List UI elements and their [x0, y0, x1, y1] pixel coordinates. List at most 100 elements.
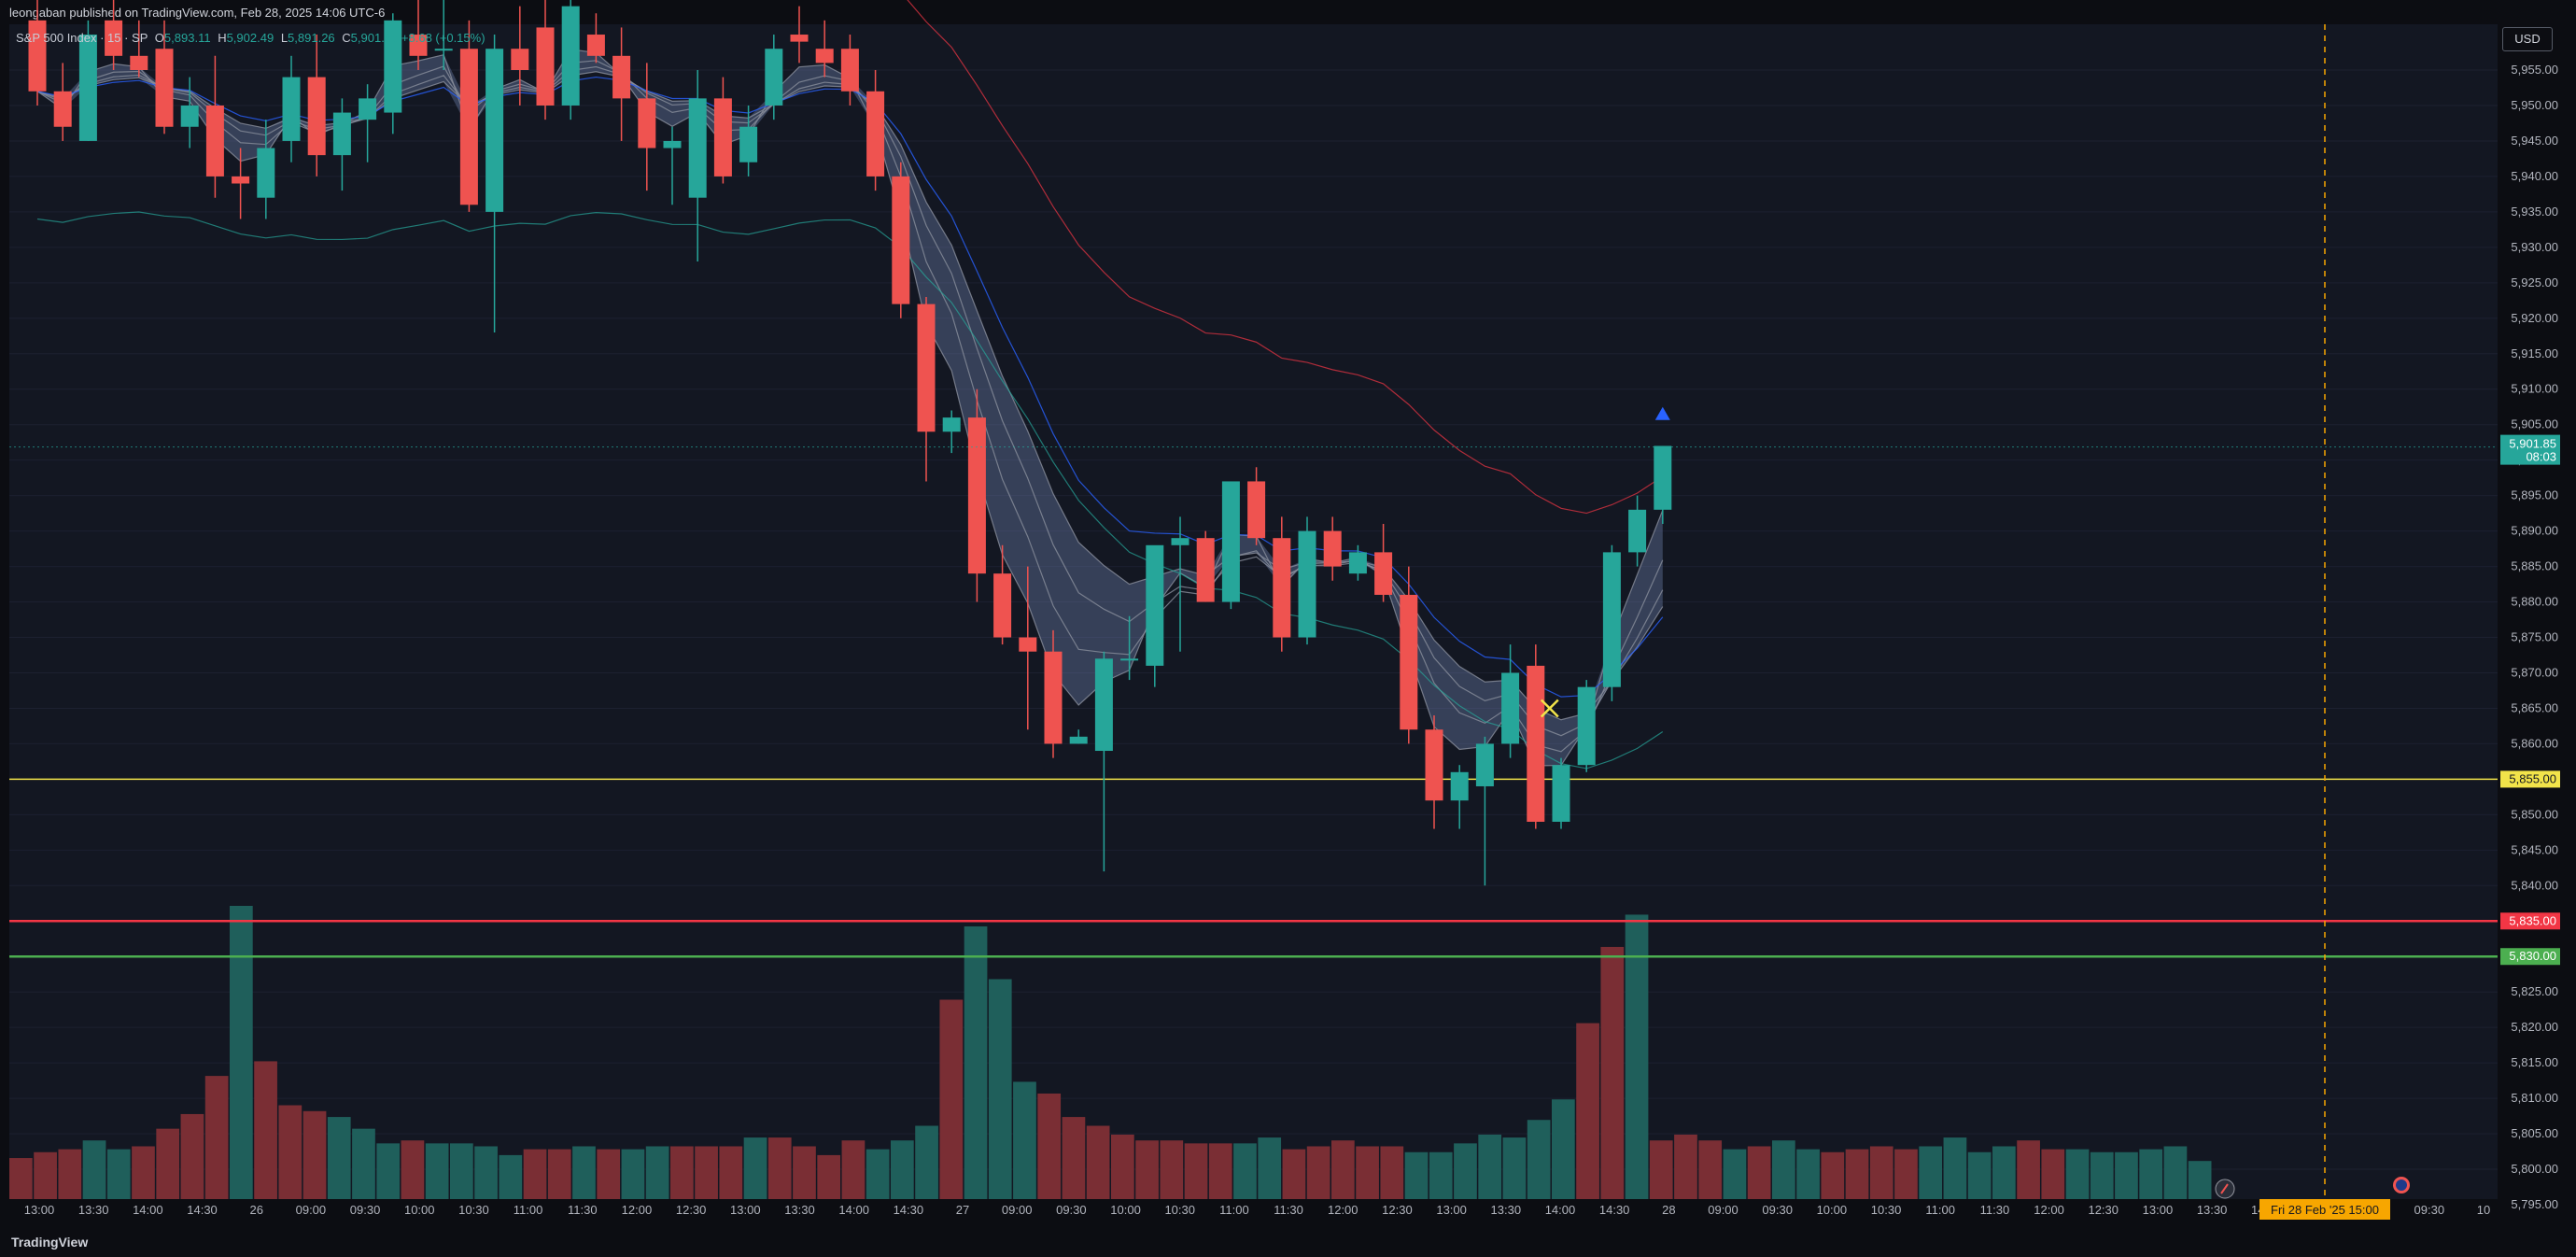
level-price-text: 5,835.00	[2509, 913, 2556, 927]
candle-body	[1196, 538, 1215, 602]
candle-body	[586, 35, 605, 56]
volume-bar	[1478, 1134, 1502, 1199]
volume-bar	[1306, 1146, 1330, 1199]
symbol-label[interactable]: S&P 500 Index · 15 · SP	[16, 31, 148, 45]
volume-bar	[2139, 1149, 2163, 1199]
volume-bar	[2090, 1151, 2114, 1199]
volume-bar	[2017, 1140, 2040, 1199]
buy-signal-icon	[1654, 406, 1670, 420]
candle-body	[536, 27, 555, 106]
price-tick-label: 5,795.00	[2511, 1197, 2558, 1211]
time-tick-label: 13:00	[2143, 1203, 2174, 1217]
candle-body	[1273, 538, 1291, 638]
candle-body	[765, 49, 783, 106]
volume-bar	[1037, 1093, 1062, 1199]
chart-background	[9, 24, 2498, 1219]
candle-body	[1400, 594, 1418, 730]
candle-body	[486, 49, 504, 212]
candles	[28, 0, 1672, 886]
time-axis[interactable]: 13:00 13:30 14:00 14:30 26 09:00 09:30 10:00 10:…	[9, 1199, 2498, 1220]
candle-body	[993, 573, 1012, 638]
replay-icon[interactable]	[2215, 1179, 2235, 1199]
volume-bar	[1111, 1134, 1134, 1199]
time-tick-label: 12:00	[2034, 1203, 2064, 1217]
volume-bar	[597, 1149, 621, 1199]
candle-body	[1374, 552, 1393, 595]
price-tick-label: 5,875.00	[2511, 630, 2558, 644]
volume-bar	[1086, 1125, 1110, 1199]
volume-bar	[988, 979, 1012, 1199]
volume-bar	[1552, 1099, 1575, 1199]
time-tick-label: 09:00	[296, 1203, 327, 1217]
brand-text: TradingView	[11, 1235, 89, 1250]
price-tick-label: 5,840.00	[2511, 878, 2558, 892]
time-tick-label: 09:30	[1762, 1203, 1793, 1217]
volume-bar	[2188, 1161, 2212, 1199]
candle-body	[1247, 481, 1266, 539]
level-lines	[9, 778, 2498, 958]
volume-bar	[1331, 1140, 1355, 1199]
candle-body	[130, 55, 148, 70]
time-tick-label: 14:00	[133, 1203, 163, 1217]
price-tick-label: 5,920.00	[2511, 311, 2558, 325]
signal-marks	[1540, 406, 1670, 718]
current-price-text: 5,901.85	[2509, 437, 2556, 451]
candle-body	[1069, 736, 1088, 744]
low-value: 5,891.26	[288, 31, 335, 45]
candle-body	[257, 148, 275, 198]
volume-bar	[2065, 1149, 2090, 1199]
volume-bar	[1698, 1140, 1723, 1199]
level-price-text: 5,855.00	[2509, 771, 2556, 785]
tradingview-logo: TradingView	[11, 1235, 88, 1250]
candle-body	[1577, 686, 1596, 766]
candle-body	[53, 91, 72, 127]
candle-body	[1475, 743, 1494, 786]
price-tick-label: 5,915.00	[2511, 346, 2558, 360]
volume-bar	[1869, 1146, 1893, 1199]
price-tick-label: 5,935.00	[2511, 205, 2558, 219]
volume-bar	[1600, 946, 1625, 1199]
volume-bar	[401, 1140, 425, 1199]
candle-body	[1348, 552, 1367, 574]
price-tick-label: 5,845.00	[2511, 842, 2558, 856]
time-tick-label: 10:00	[1817, 1203, 1848, 1217]
price-tick-label: 5,885.00	[2511, 559, 2558, 573]
currency-button[interactable]: USD	[2502, 27, 2553, 51]
time-tick-label: 12:30	[2088, 1203, 2119, 1217]
volume-bar	[58, 1149, 82, 1199]
time-tick-label: 11:00	[514, 1203, 543, 1217]
volume-bar	[376, 1143, 401, 1199]
volume-bar	[1356, 1146, 1379, 1199]
volume-bar	[645, 1146, 669, 1199]
volume-bar	[1919, 1146, 1943, 1199]
candle-body	[1450, 771, 1469, 801]
volume-bar	[1894, 1149, 1918, 1199]
volume-bar	[891, 1140, 914, 1199]
level-price-tag	[2500, 948, 2560, 966]
candle-body	[1298, 530, 1316, 638]
volume-bar	[1649, 1140, 1673, 1199]
candle-body	[1094, 658, 1113, 752]
price-tick-label: 5,800.00	[2511, 1162, 2558, 1176]
price-tick-label: 5,865.00	[2511, 700, 2558, 714]
volume-bar	[254, 1061, 277, 1199]
candle-body	[739, 126, 758, 162]
candle-body	[28, 20, 47, 92]
price-axis[interactable]: 5,955.00 5,950.00 5,945.00 5,940.00 5,935.00…	[2498, 24, 2576, 1247]
price-tick-label: 5,825.00	[2511, 984, 2558, 998]
candle-body	[155, 49, 174, 127]
cross-signal-icon	[1540, 699, 1559, 718]
candle-body	[612, 55, 631, 99]
price-tick-label: 5,940.00	[2511, 169, 2558, 183]
price-tick-label: 5,860.00	[2511, 736, 2558, 750]
time-tick-label: 13:00	[730, 1203, 761, 1217]
candle-body	[713, 98, 732, 177]
candle-body	[459, 49, 478, 205]
volume-bar	[132, 1146, 155, 1199]
time-tick-label: 10:00	[404, 1203, 435, 1217]
footer: TradingView	[0, 1226, 2576, 1257]
open-value: 5,893.11	[163, 31, 211, 45]
candle-body	[561, 6, 580, 106]
flag-icon[interactable]	[2393, 1177, 2410, 1193]
